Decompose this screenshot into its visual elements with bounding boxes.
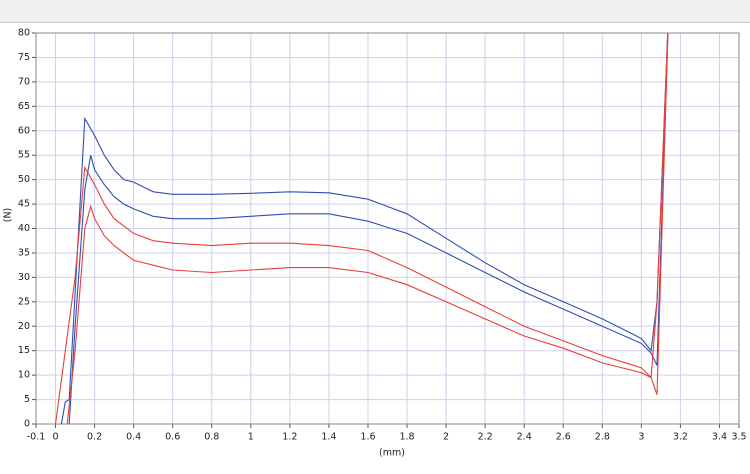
x-tick-label: 3.2: [673, 432, 688, 443]
x-tick-label: 0.2: [87, 432, 102, 443]
y-tick-label: 80: [18, 28, 30, 39]
y-tick-label: 75: [18, 52, 30, 63]
x-tick-label: 1: [248, 432, 254, 443]
x-tick-label: 1.2: [282, 432, 297, 443]
y-tick-label: 25: [18, 296, 30, 307]
y-axis-label: (N): [3, 208, 14, 223]
y-tick-label: 20: [18, 321, 30, 332]
series-line: [68, 33, 669, 424]
plot-lines: [54, 33, 669, 424]
x-tick-label: 3.5: [731, 432, 746, 443]
y-tick-label: 5: [24, 394, 30, 405]
x-tick-label: 0: [53, 432, 59, 443]
series-line: [66, 33, 669, 424]
y-tick-label: 60: [18, 125, 30, 136]
series-line: [60, 33, 669, 424]
x-tick-label: 2.2: [478, 432, 493, 443]
x-tick-label: 1.8: [399, 432, 414, 443]
series-line: [54, 33, 669, 424]
y-tick-label: 30: [18, 272, 30, 283]
y-tick-label: 10: [18, 370, 30, 381]
y-tick-label: 35: [18, 247, 30, 258]
plot-frame: [35, 32, 740, 425]
x-tick-label: 2.6: [556, 432, 571, 443]
y-tick-label: 55: [18, 150, 30, 161]
y-tick-label: 0: [24, 419, 30, 430]
x-tick-label: 0.4: [126, 432, 141, 443]
toolbar: [0, 0, 750, 22]
y-tick-label: 70: [18, 76, 30, 87]
y-tick-label: 45: [18, 199, 30, 210]
x-tick-label: 3.4: [712, 432, 727, 443]
x-tick-label: 1.6: [360, 432, 375, 443]
y-tick-label: 50: [18, 174, 30, 185]
x-tick-label: 2: [443, 432, 449, 443]
x-axis-label: (mm): [379, 448, 405, 459]
x-tick-label: 0.6: [165, 432, 180, 443]
y-tick-label: 40: [18, 223, 30, 234]
x-tick-label: 3: [638, 432, 644, 443]
x-tick-label: -0.1: [27, 432, 46, 443]
x-tick-label: 0.8: [204, 432, 219, 443]
y-tick-label: 15: [18, 345, 30, 356]
y-tick-label: 65: [18, 101, 30, 112]
x-tick-label: 2.4: [517, 432, 532, 443]
x-tick-label: 1.4: [321, 432, 336, 443]
x-tick-label: 2.8: [595, 432, 610, 443]
